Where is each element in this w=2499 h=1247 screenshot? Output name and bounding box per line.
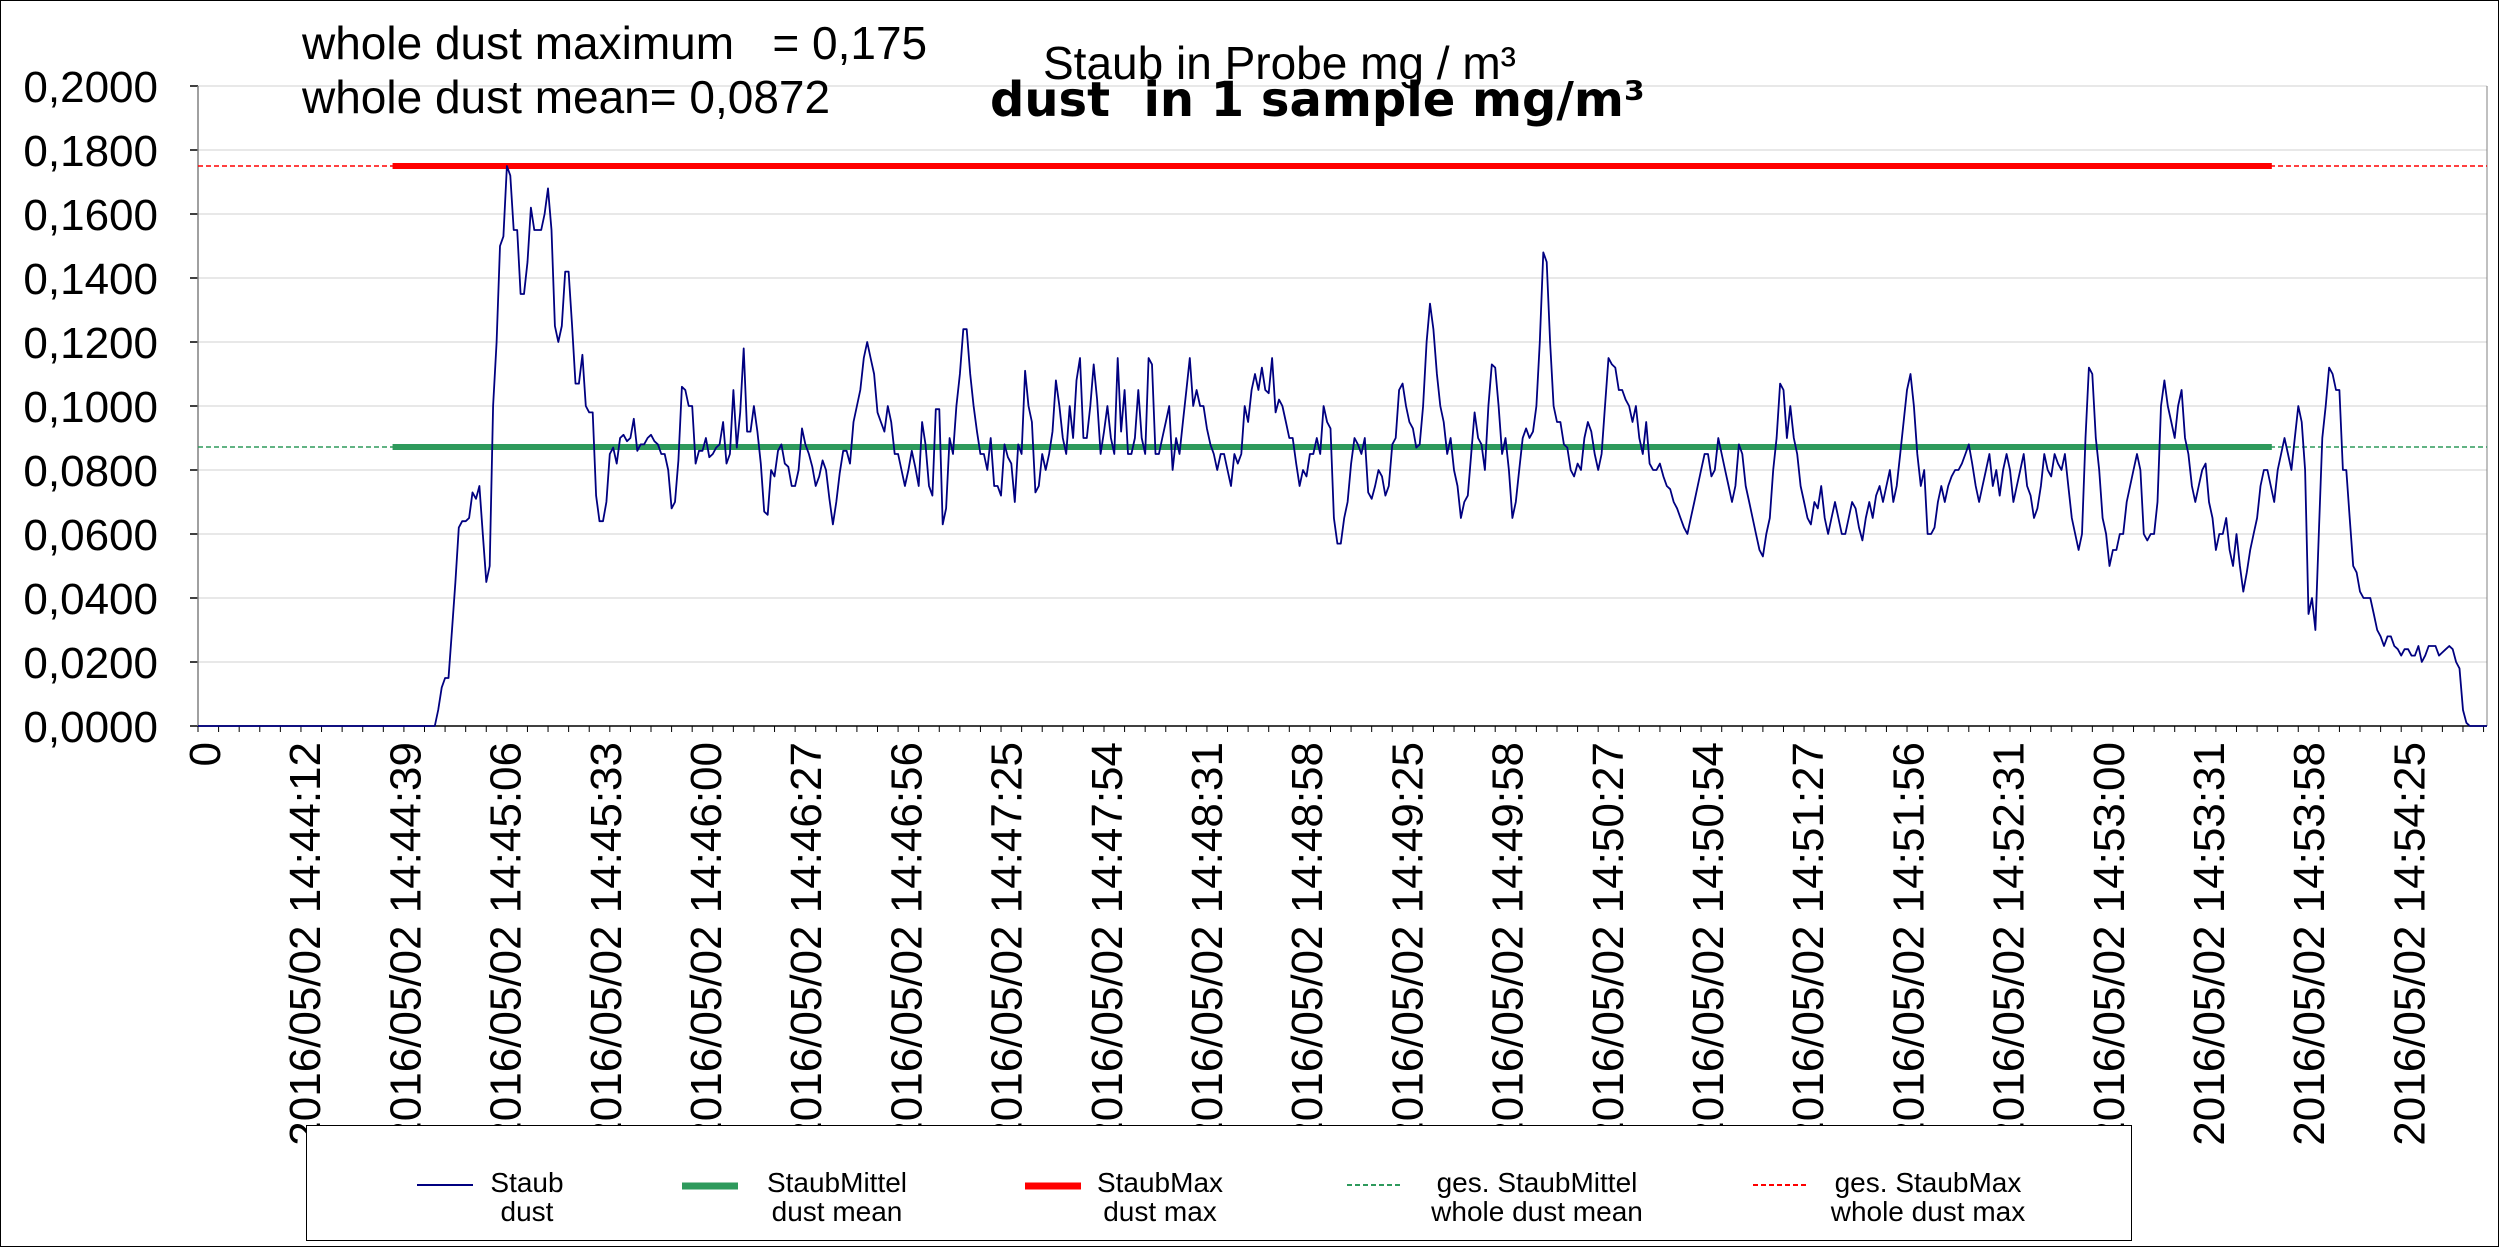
x-tick-label: 2016/05/02 14:48:31	[1183, 742, 1232, 1146]
axes	[190, 85, 2488, 732]
y-tick-label: 0,0600	[23, 511, 158, 560]
chart-title-en: dust in 1 sample mg/m³	[990, 72, 1645, 128]
y-tick-label: 0,0200	[23, 639, 158, 688]
x-tick-label: 2016/05/02 14:51:27	[1784, 742, 1833, 1146]
stat-mean-text: whole dust mean= 0,0872	[302, 71, 831, 123]
x-tick-label: 2016/05/02 14:45:06	[482, 742, 531, 1146]
legend-swatch-ges-staubmittel	[1347, 1184, 1403, 1186]
legend-swatch-staub	[417, 1184, 473, 1186]
x-tick-label: 2016/05/02 14:44:39	[381, 742, 430, 1146]
x-tick-label: 2016/05/02 14:46:27	[782, 742, 831, 1146]
legend-item-ges-staubmittel: ges. StaubMittel whole dust mean	[1347, 1126, 1687, 1240]
legend-item-ges-staubmax: ges. StaubMax whole dust max	[1753, 1126, 2093, 1240]
x-tick-label: 2016/05/02 14:53:58	[2285, 742, 2334, 1146]
legend-label-staubmittel: StaubMittel dust mean	[766, 1167, 908, 1227]
x-tick-label: 2016/05/02 14:53:31	[2185, 742, 2234, 1146]
y-tick-label: 0,1800	[23, 127, 158, 176]
legend-label-staubmax: StaubMax dust max	[1096, 1167, 1224, 1227]
legend-swatch-staubmax	[1025, 1182, 1081, 1190]
x-tick-label: 2016/05/02 14:46:00	[682, 742, 731, 1146]
legend-item-staubmittel: StaubMittel dust mean	[682, 1126, 942, 1240]
legend-label-ges-staubmittel: ges. StaubMittel whole dust mean	[1431, 1167, 1643, 1227]
legend-item-staub: Staub dust	[417, 1126, 597, 1240]
legend-label-staub: Staub dust	[490, 1167, 564, 1227]
x-tick-label: 2016/05/02 14:54:25	[2385, 742, 2434, 1146]
x-tick-label: 2016/05/02 14:53:00	[2085, 742, 2134, 1146]
y-tick-label: 0,0800	[23, 447, 158, 496]
x-tick-label: 2016/05/02 14:49:25	[1383, 742, 1432, 1146]
legend: Staub dust StaubMittel dust mean StaubMax d…	[306, 1125, 2132, 1241]
y-tick-label: 0,1600	[23, 191, 158, 240]
x-tick-label: 2016/05/02 14:47:54	[1083, 742, 1132, 1146]
x-tick-label: 2016/05/02 14:50:27	[1584, 742, 1633, 1146]
x-tick-label: 2016/05/02 14:47:25	[983, 742, 1032, 1146]
x-tick-label: 2016/05/02 14:48:58	[1283, 742, 1332, 1146]
x-tick-label: 0	[181, 742, 230, 766]
chart-title-de: Staub in Probe mg / m³	[1043, 37, 1516, 89]
y-tick-label: 0,2000	[23, 63, 158, 112]
x-tick-label: 2016/05/02 14:51:56	[1884, 742, 1933, 1146]
legend-label-ges-staubmax: ges. StaubMax whole dust max	[1830, 1167, 2026, 1227]
x-tick-label: 2016/05/02 14:52:31	[1985, 742, 2034, 1146]
y-tick-label: 0,0000	[23, 703, 158, 752]
x-tick-label: 2016/05/02 14:46:56	[882, 742, 931, 1146]
x-tick-label: 2016/05/02 14:50:54	[1684, 742, 1733, 1146]
y-tick-label: 0,0400	[23, 575, 158, 624]
x-tick-label: 2016/05/02 14:44:12	[281, 742, 330, 1146]
y-tick-label: 0,1000	[23, 383, 158, 432]
x-tick-label: 2016/05/02 14:49:58	[1484, 742, 1533, 1146]
legend-item-staubmax: StaubMax dust max	[1025, 1126, 1285, 1240]
dust-series-line	[198, 165, 2487, 727]
y-tick-label: 0,1200	[23, 319, 158, 368]
y-tick-labels: 0,0000 0,0200 0,0400 0,0600 0,0800 0,1000 0,12…	[23, 63, 158, 752]
legend-swatch-ges-staubmax	[1753, 1184, 1809, 1186]
x-tick-labels: 0 2016/05/02 14:44:12 2016/05/02 14:44:39 2…	[181, 742, 2434, 1146]
gridlines	[198, 85, 2487, 663]
y-tick-label: 0,1400	[23, 255, 158, 304]
series-layer	[198, 163, 2487, 727]
stat-max-text: whole dust maximum = 0,175	[302, 17, 928, 69]
legend-swatch-staubmittel	[682, 1182, 738, 1190]
x-tick-label: 2016/05/02 14:45:33	[582, 742, 631, 1146]
